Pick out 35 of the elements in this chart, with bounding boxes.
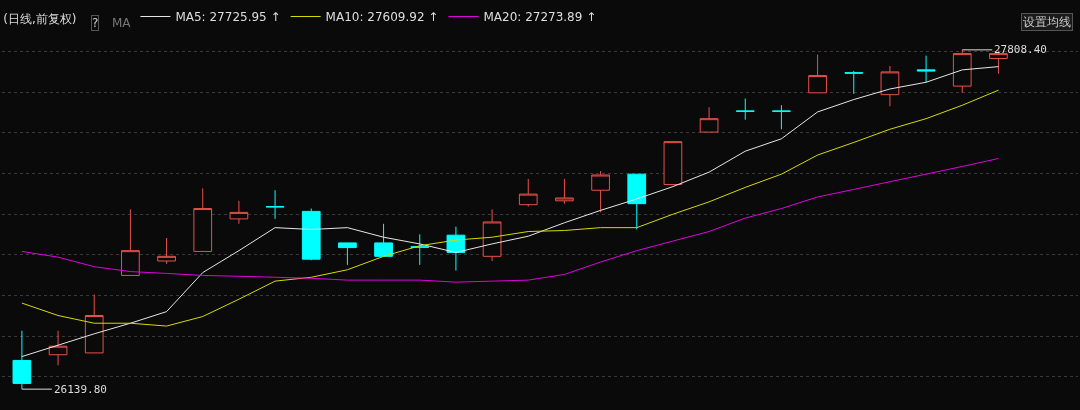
annotation: 26139.80 [54, 383, 107, 396]
candlestick [12, 330, 32, 390]
candlestick [193, 187, 213, 252]
candlestick [48, 330, 68, 366]
candlestick [844, 70, 864, 95]
candlestick [735, 98, 755, 121]
text: MA [112, 16, 132, 30]
candlestick [880, 65, 900, 107]
candlestick [338, 242, 357, 266]
candlestick [410, 233, 430, 266]
annotation: 27808.40 [994, 43, 1047, 56]
chart-title: (日线,前复权) [3, 11, 77, 26]
legend-label: MA5: 27725.95 ↑ [175, 10, 281, 25]
candlestick [663, 141, 683, 186]
text: ? [92, 16, 99, 30]
candlestick [772, 104, 791, 130]
candlestick [229, 200, 249, 225]
candlestick [518, 178, 538, 208]
candlestick [157, 237, 176, 265]
candlestick [627, 173, 647, 230]
candlestick [84, 294, 104, 354]
text: 设置均线 [1023, 15, 1071, 29]
candlestick [916, 55, 936, 83]
candlestick [374, 223, 393, 257]
candlestick [555, 178, 574, 205]
candlestick [808, 54, 827, 94]
candlestick [952, 49, 972, 94]
candlestick [591, 170, 610, 213]
candlestick [121, 208, 140, 276]
candlestick [482, 208, 502, 262]
legend-label: MA10: 27609.92 ↑ [325, 10, 439, 25]
candlestick [265, 189, 285, 220]
legend-label: MA20: 27273.89 ↑ [483, 10, 597, 25]
candlestick [301, 208, 321, 261]
candlestick [699, 106, 719, 133]
